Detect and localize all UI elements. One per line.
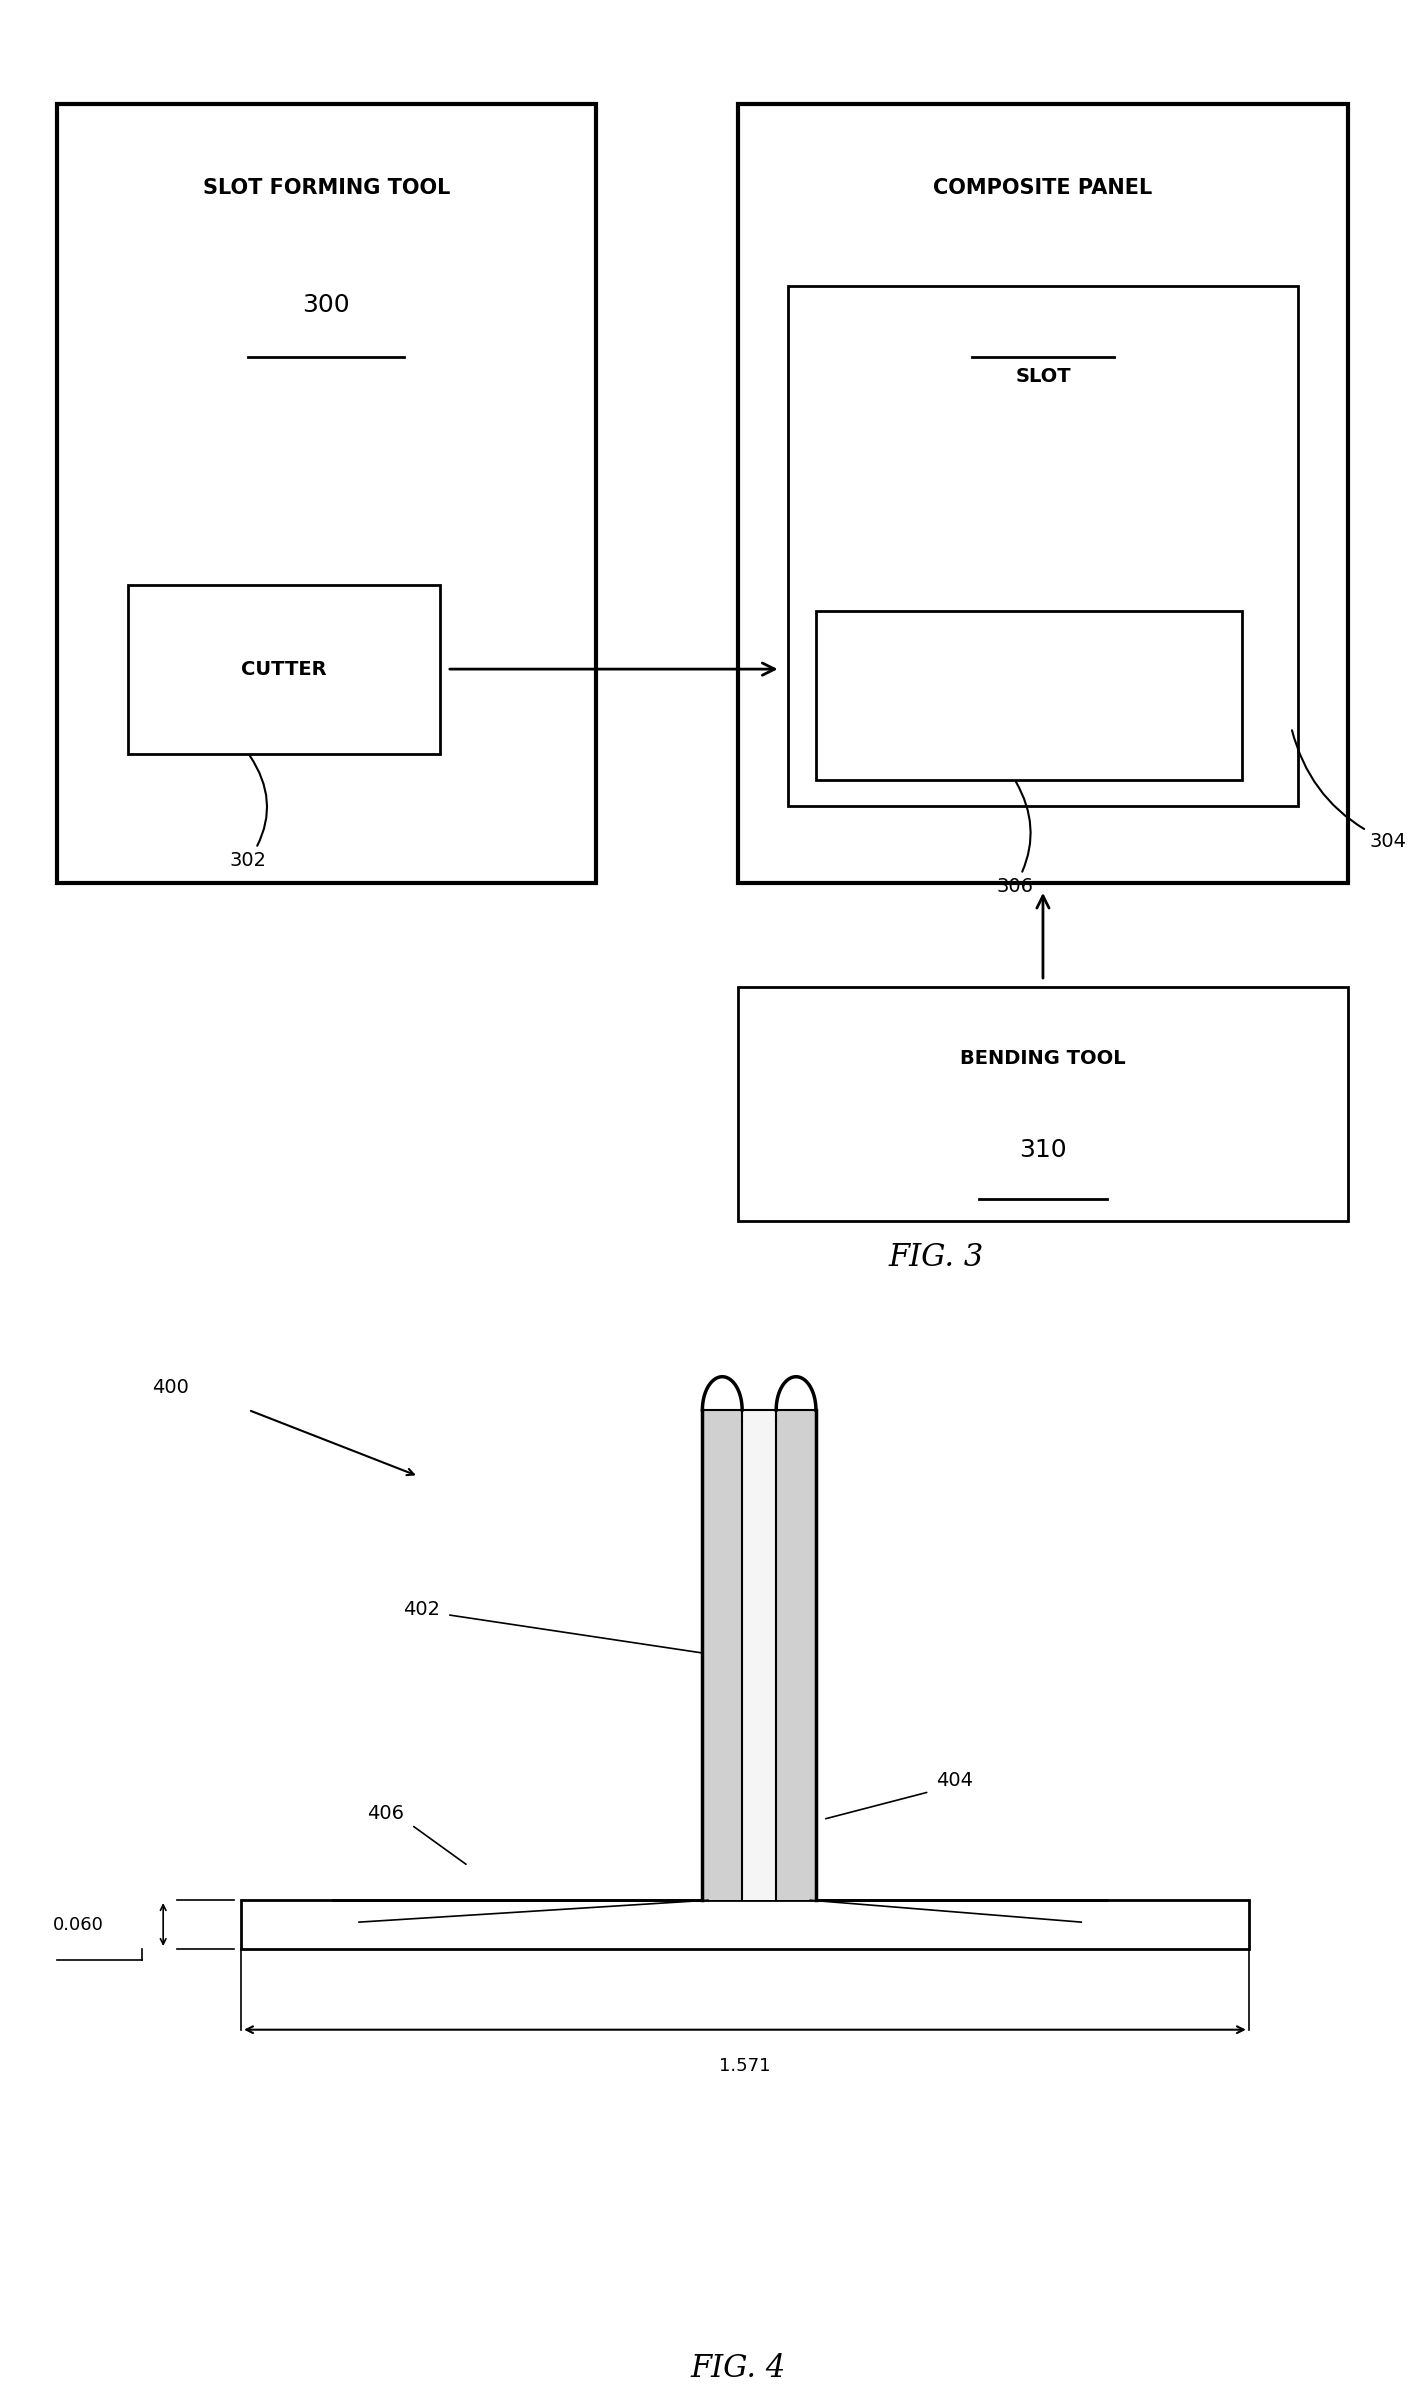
Text: 304: 304 — [1291, 731, 1406, 849]
Text: 400: 400 — [152, 1379, 189, 1398]
Text: 404: 404 — [937, 1771, 973, 1790]
Bar — [738, 986, 1348, 1222]
Text: SLOT: SLOT — [1015, 368, 1071, 387]
Text: 402: 402 — [403, 1600, 440, 1619]
Text: 300: 300 — [302, 294, 350, 318]
Bar — [57, 103, 596, 883]
Bar — [816, 611, 1242, 780]
Text: CURVED FLANGE: CURVED FLANGE — [946, 686, 1111, 705]
Bar — [788, 286, 1298, 806]
Text: FIG. 3: FIG. 3 — [888, 1241, 985, 1273]
Bar — [738, 103, 1348, 883]
Text: COMPOSITE PANEL: COMPOSITE PANEL — [934, 178, 1152, 197]
Text: 308: 308 — [1019, 294, 1067, 318]
Text: 1.571: 1.571 — [719, 2057, 771, 2076]
Text: 0.060: 0.060 — [53, 1915, 104, 1934]
Bar — [702, 1410, 742, 1901]
Bar — [128, 585, 440, 753]
Text: FIG. 4: FIG. 4 — [690, 2353, 786, 2384]
Text: 406: 406 — [368, 1804, 404, 1824]
Bar — [776, 1410, 816, 1901]
Text: 302: 302 — [230, 755, 267, 871]
Text: CUTTER: CUTTER — [241, 659, 326, 678]
Text: BENDING TOOL: BENDING TOOL — [961, 1049, 1125, 1068]
Text: 310: 310 — [1019, 1138, 1067, 1162]
Bar — [742, 1410, 776, 1901]
Bar — [241, 1901, 1249, 1949]
Text: 306: 306 — [996, 782, 1033, 895]
Text: SLOT FORMING TOOL: SLOT FORMING TOOL — [203, 178, 450, 197]
